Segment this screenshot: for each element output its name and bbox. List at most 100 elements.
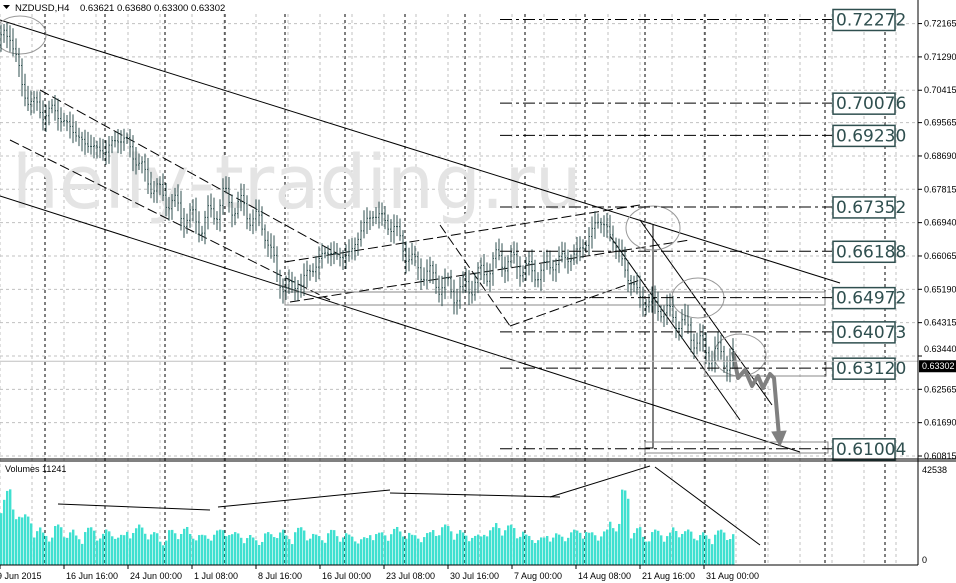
volume-bar [351, 536, 354, 565]
down-channel-line [639, 219, 773, 406]
volume-bar [99, 538, 102, 565]
volume-bar [321, 540, 324, 565]
volume-bar [216, 530, 219, 565]
level-box [832, 240, 896, 264]
volume-bar [438, 535, 441, 565]
time-tick-label: 21 Aug 16:00 [642, 571, 695, 581]
zone-rect [644, 441, 829, 454]
level-label: 0.63120 [836, 359, 906, 379]
volume-bar [93, 530, 96, 565]
volume-bar [339, 541, 342, 565]
volume-bar [315, 534, 318, 565]
volume-bar [717, 530, 720, 565]
price-tick-label: 0.62565 [924, 384, 956, 394]
volume-bar [282, 529, 285, 565]
volume-bar [237, 533, 240, 565]
volume-bar [117, 537, 120, 565]
volume-bar [147, 539, 150, 565]
volume-bar [249, 534, 252, 565]
volume-bar [18, 516, 21, 565]
volume-bar [456, 533, 459, 565]
volume-bar [660, 535, 663, 565]
volume-bar [510, 524, 513, 565]
target-marker [645, 225, 654, 449]
volume-bar [54, 526, 57, 565]
volume-bar [243, 543, 246, 565]
volume-bar [132, 532, 135, 565]
volume-bar [144, 533, 147, 565]
volume-bar [486, 536, 489, 565]
volume-bar [408, 532, 411, 565]
level-label: 0.67352 [836, 198, 906, 218]
volume-bar [585, 532, 588, 565]
volume-bar [84, 532, 87, 565]
volume-bar [426, 533, 429, 565]
volume-max-label: 42538 [922, 465, 947, 475]
volume-bar [429, 532, 432, 565]
volume-bar [726, 540, 729, 565]
volume-bar [588, 532, 591, 565]
volume-bar [390, 534, 393, 565]
volume-bar [699, 535, 702, 565]
volume-bar [9, 489, 12, 565]
volume-bar [195, 540, 198, 565]
volume-bar [576, 530, 579, 565]
level-box [832, 286, 896, 310]
volume-bar [603, 531, 606, 565]
volume-bar [123, 535, 126, 565]
volume-bar [159, 541, 162, 565]
volume-bar [267, 532, 270, 565]
volume-bar [630, 538, 633, 565]
volume-bar [387, 540, 390, 565]
volume-bar [672, 527, 675, 565]
volume-bar [306, 540, 309, 565]
volume-bar [681, 533, 684, 565]
price-tick-label: 0.67815 [924, 184, 956, 194]
volume-bar [183, 528, 186, 565]
volume-bar [165, 540, 168, 565]
volume-bar [291, 544, 294, 565]
level-label: 0.66188 [836, 242, 906, 262]
volume-bar [543, 537, 546, 565]
price-tick-label: 0.65190 [924, 284, 956, 294]
volume-bar [66, 537, 69, 565]
volume-bar [570, 532, 573, 565]
volume-bar [606, 529, 609, 565]
volume-bar [102, 533, 105, 565]
price-tick-label: 0.64315 [924, 318, 956, 328]
current-price-badge [919, 360, 956, 373]
level-label: 0.61004 [836, 440, 906, 460]
time-tick-label: 30 Jul 16:00 [450, 571, 499, 581]
current-price-label: 0.63302 [922, 361, 955, 371]
volume-bar [273, 537, 276, 565]
volume-bar [252, 537, 255, 565]
volume-bar [285, 535, 288, 565]
volume-bar [702, 532, 705, 565]
volume-bar [369, 535, 372, 565]
volume-bar [264, 533, 267, 565]
volume-bar [303, 530, 306, 565]
volume-bar [381, 532, 384, 565]
volume-bar [279, 532, 282, 565]
volume-bar [723, 532, 726, 565]
volume-bar [516, 538, 519, 565]
volume-bar [453, 539, 456, 565]
price-tick-label: 0.70415 [924, 85, 956, 95]
forecast-arrow [731, 351, 781, 437]
volume-bar [198, 535, 201, 565]
volume-bar [609, 521, 612, 565]
level-box [832, 124, 896, 148]
volume-bar [663, 541, 666, 565]
volume-bar [90, 527, 93, 565]
volume-bar [21, 517, 24, 565]
level-box [832, 196, 896, 219]
volume-bar [270, 534, 273, 565]
volume-bar [678, 537, 681, 565]
volume-bar [648, 541, 651, 565]
volume-bar [552, 537, 555, 565]
volume-bar [96, 540, 99, 565]
volume-bar [600, 536, 603, 565]
volume-bar [357, 543, 360, 565]
volume-bar [669, 532, 672, 565]
